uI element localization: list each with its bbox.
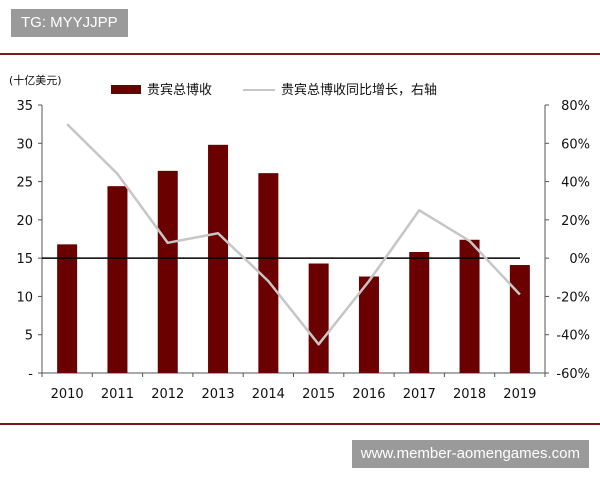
bar-2014 [258,173,279,373]
x-axis-ticks: 2010 2011 2012 2013 2014 2015 2016 2017 2018 2019 [41,373,546,402]
right-tick-label: -60% [556,367,590,382]
left-tick-label: 30 [16,137,33,152]
x-tick-label: 2012 [151,387,184,402]
bar-2013 [208,144,229,373]
right-tick-label: -40% [556,329,590,344]
bar-series [57,144,530,373]
bar-2016 [358,276,379,373]
left-tick-label: 35 [16,99,33,114]
x-tick-label: 2016 [352,387,385,402]
top-divider [0,53,600,55]
right-tick-label: 80% [561,99,590,114]
bar-2011 [107,186,128,373]
right-axis-ticks: -60% -40% -20% 0% 20% 40% 60% 80% [545,99,590,382]
watermark-top-badge: TG: MYYJJPP [11,9,128,37]
x-tick-label: 2018 [453,387,486,402]
legend-bar-swatch [111,85,141,94]
left-tick-label: 5 [25,329,33,344]
x-tick-label: 2011 [101,387,134,402]
bar-2017 [409,252,430,373]
right-tick-label: 0% [569,252,590,267]
x-tick-label: 2014 [252,387,285,402]
bar-2019 [509,265,530,373]
x-tick-label: 2017 [403,387,436,402]
x-tick-label: 2010 [51,387,84,402]
left-tick-label: 20 [16,214,33,229]
x-tick-label: 2019 [503,387,536,402]
x-tick-label: 2015 [302,387,335,402]
left-axis-ticks: - 5 10 15 20 25 30 35 [16,99,42,382]
bar-2012 [157,170,178,373]
bar-2018 [459,239,480,373]
right-tick-label: 60% [561,137,590,152]
right-tick-label: 20% [561,214,590,229]
left-tick-label: 15 [16,252,33,267]
legend: 贵宾总博收 贵宾总博收同比增长，右轴 [111,82,437,98]
legend-line-label: 贵宾总博收同比增长，右轴 [281,82,437,98]
bottom-divider [0,423,600,425]
unit-label: (十亿美元) [9,73,62,87]
legend-bar-label: 贵宾总博收 [147,82,212,98]
watermark-bottom-badge: www.member-aomengames.com [351,440,589,468]
bar-2015 [308,263,329,373]
bar-2010 [57,244,78,373]
x-tick-label: 2013 [202,387,235,402]
left-tick-label: - [28,367,33,382]
growth-line-series [66,123,521,346]
left-tick-label: 10 [16,290,33,305]
right-tick-label: 40% [561,176,590,191]
left-tick-label: 25 [16,176,33,191]
right-tick-label: -20% [556,290,590,305]
